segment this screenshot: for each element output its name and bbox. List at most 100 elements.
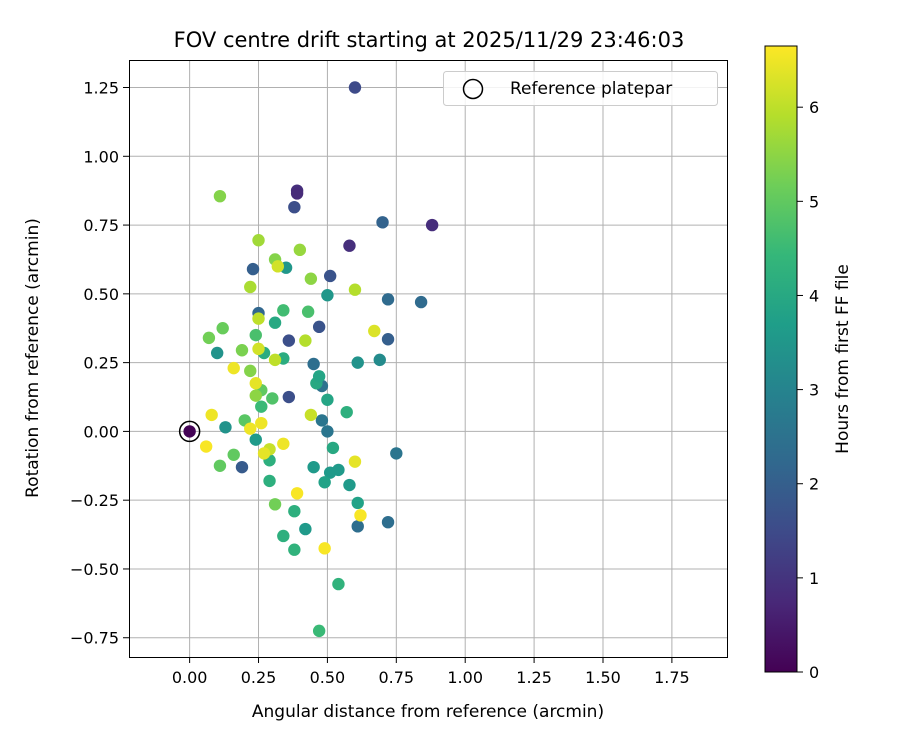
data-point — [381, 515, 395, 529]
data-point — [368, 324, 381, 338]
data-point — [282, 334, 296, 347]
x-axis-ticks: 0.00 0.25 0.50 0.75 1.00 1.25 1.50 1.75 — [172, 657, 690, 687]
data-point — [318, 476, 331, 489]
data-point — [288, 543, 301, 556]
data-point — [235, 460, 249, 474]
colorbar-tick-label: 1 — [809, 569, 819, 588]
data-point — [219, 421, 232, 434]
data-point — [332, 463, 345, 477]
data-point — [268, 498, 282, 511]
data-point — [244, 364, 257, 378]
data-points — [183, 81, 439, 638]
chart-title: FOV centre drift starting at 2025/11/29 … — [174, 28, 685, 52]
data-point — [268, 316, 282, 329]
y-tick-label: 1.00 — [83, 147, 119, 166]
colorbar-tick-label: 0 — [809, 663, 819, 682]
data-point — [315, 414, 329, 427]
data-point — [235, 344, 249, 357]
data-point — [249, 377, 262, 390]
data-point — [381, 333, 395, 346]
x-tick-label: 0.75 — [378, 668, 414, 687]
y-tick-label: −0.75 — [70, 629, 119, 648]
data-point — [249, 433, 262, 446]
reference-marker — [178, 420, 201, 443]
x-tick-label: 1.75 — [654, 668, 690, 687]
data-point — [351, 356, 364, 369]
x-tick-label: 1.50 — [585, 668, 621, 687]
y-tick-label: 0.00 — [83, 422, 119, 441]
data-point — [323, 269, 337, 283]
data-point — [255, 416, 268, 430]
data-point — [268, 353, 282, 367]
data-point — [227, 448, 240, 461]
data-point — [312, 370, 326, 383]
data-point — [257, 447, 271, 460]
data-point — [348, 455, 362, 468]
data-point — [252, 312, 265, 325]
data-point — [340, 405, 353, 419]
data-point — [381, 293, 395, 306]
data-point — [244, 422, 257, 435]
legend-box — [443, 71, 718, 106]
data-point — [252, 342, 265, 356]
data-point — [425, 218, 439, 232]
data-point — [210, 346, 224, 360]
data-point — [390, 447, 403, 460]
data-point — [301, 305, 315, 318]
data-point — [255, 400, 268, 413]
y-tick-label: 0.50 — [83, 285, 119, 304]
data-point — [343, 239, 356, 252]
colorbar-tick-label: 3 — [809, 381, 819, 400]
legend: Reference platepar — [443, 71, 718, 106]
data-point — [244, 280, 257, 294]
data-point — [343, 478, 356, 492]
data-point — [227, 361, 240, 375]
data-point — [249, 389, 262, 402]
data-point — [277, 304, 290, 317]
colorbar-gradient — [764, 45, 798, 673]
data-point — [252, 234, 265, 247]
data-point — [326, 441, 340, 455]
data-point — [307, 460, 320, 474]
colorbar-tick-label: 4 — [809, 286, 819, 305]
colorbar-tick-label: 5 — [809, 192, 819, 211]
data-point — [183, 425, 196, 438]
data-point — [202, 331, 216, 345]
x-tick-label: 0.50 — [310, 668, 346, 687]
data-point — [277, 437, 290, 450]
plot-area-frame — [129, 60, 728, 658]
y-axis-ticks: −0.75 −0.50 −0.25 0.00 0.25 0.50 0.75 1.00 1.25 — [70, 79, 129, 648]
data-point — [304, 408, 318, 422]
data-point — [318, 542, 331, 555]
data-point — [312, 320, 326, 334]
data-point — [199, 440, 213, 453]
data-point — [332, 577, 345, 591]
legend-entry-reference: Reference platepar — [510, 79, 672, 99]
data-point — [293, 243, 307, 257]
x-tick-label: 1.00 — [447, 668, 483, 687]
x-axis-label: Angular distance from reference (arcmin) — [252, 702, 604, 722]
data-point — [351, 496, 364, 510]
reference-platepar-marker — [178, 420, 201, 443]
data-point — [263, 474, 276, 488]
y-tick-label: −0.50 — [70, 560, 119, 579]
data-point — [288, 200, 301, 214]
data-point — [348, 81, 362, 94]
colorbar-tick-label: 2 — [809, 475, 819, 494]
data-point — [266, 392, 279, 405]
x-tick-label: 0.25 — [241, 668, 277, 687]
x-tick-label: 0.00 — [172, 668, 208, 687]
data-point — [373, 353, 386, 367]
y-tick-label: 0.25 — [83, 354, 119, 373]
colorbar-tick-label: 6 — [809, 98, 819, 117]
data-point — [213, 189, 227, 203]
colorbar: 0 1 2 3 4 5 6 Hours from first FF file — [764, 45, 853, 682]
data-point — [213, 459, 227, 472]
data-point — [290, 487, 304, 500]
data-point — [249, 328, 262, 342]
data-point — [288, 504, 301, 518]
data-point — [354, 509, 367, 522]
data-point — [307, 357, 320, 371]
